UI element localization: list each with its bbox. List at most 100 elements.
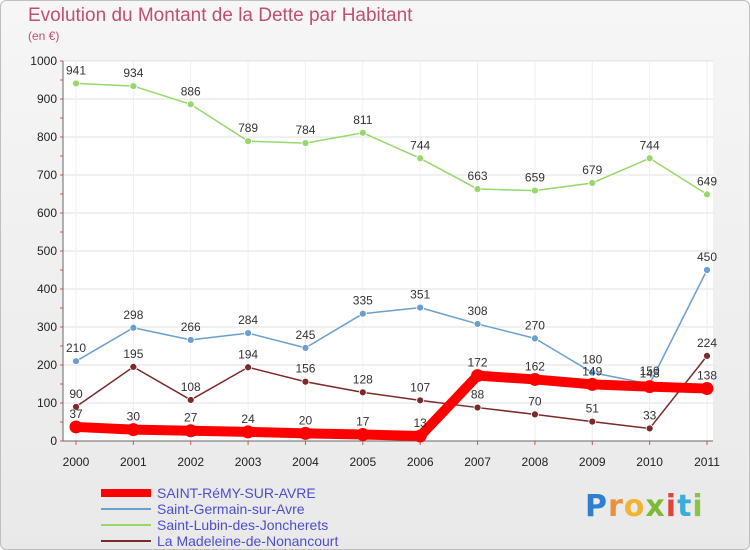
data-point bbox=[301, 343, 310, 352]
series-line-2 bbox=[75, 82, 708, 196]
data-point bbox=[126, 423, 140, 437]
data-label: 180 bbox=[582, 353, 602, 367]
data-point bbox=[643, 380, 657, 394]
y-tick-label: 500 bbox=[37, 244, 57, 258]
data-label: 150 bbox=[640, 364, 660, 378]
data-point bbox=[356, 428, 370, 442]
data-point bbox=[298, 426, 312, 440]
data-label: 663 bbox=[468, 169, 488, 183]
y-tick-label: 600 bbox=[37, 206, 57, 220]
x-tick-label: 2009 bbox=[579, 455, 606, 469]
data-label: 30 bbox=[127, 410, 141, 424]
data-point bbox=[186, 396, 195, 404]
data-point bbox=[531, 334, 539, 343]
data-point bbox=[531, 410, 539, 419]
data-label: 811 bbox=[353, 113, 372, 127]
data-label: 351 bbox=[410, 288, 430, 302]
legend-item: Saint-Germain-sur-Avre bbox=[101, 501, 338, 517]
legend-swatch bbox=[101, 489, 151, 497]
y-tick-label: 100 bbox=[37, 396, 57, 410]
x-tick-label: 2005 bbox=[349, 455, 376, 469]
data-point bbox=[703, 266, 711, 274]
data-label: 298 bbox=[123, 308, 143, 322]
y-tick-label: 0 bbox=[50, 434, 57, 448]
data-label: 284 bbox=[238, 313, 258, 327]
y-tick-label: 900 bbox=[37, 92, 57, 106]
data-point bbox=[645, 424, 654, 433]
legend-item: SAINT-RéMY-SUR-AVRE bbox=[101, 485, 338, 501]
data-label: 649 bbox=[697, 174, 717, 188]
data-label: 108 bbox=[181, 380, 201, 394]
legend-swatch bbox=[101, 524, 151, 526]
series-line-3 bbox=[75, 355, 708, 430]
data-label: 934 bbox=[123, 66, 143, 80]
series-line-0 bbox=[71, 370, 712, 442]
data-point bbox=[473, 403, 482, 412]
data-point bbox=[645, 154, 654, 163]
legend-label: Saint-Lubin-des-Joncherets bbox=[157, 517, 329, 533]
data-label: 24 bbox=[241, 412, 255, 426]
y-tick-label: 800 bbox=[37, 130, 57, 144]
data-point bbox=[244, 137, 252, 146]
data-label: 308 bbox=[468, 304, 488, 318]
x-tick-label: 2004 bbox=[292, 455, 319, 469]
legend-label: La Madeleine-de-Nonancourt bbox=[157, 533, 339, 549]
y-tick-label: 300 bbox=[37, 320, 57, 334]
data-label: 224 bbox=[697, 336, 717, 350]
data-point bbox=[72, 402, 80, 411]
data-label: 17 bbox=[356, 415, 370, 429]
data-point bbox=[358, 388, 367, 397]
x-tick-label: 2008 bbox=[522, 455, 549, 469]
data-point bbox=[473, 320, 482, 328]
x-tick-label: 2011 bbox=[694, 455, 720, 469]
data-point bbox=[358, 309, 367, 318]
legend-swatch bbox=[101, 540, 151, 542]
data-point bbox=[244, 329, 252, 337]
data-label: 784 bbox=[295, 123, 315, 137]
chart-subtitle: (en €) bbox=[28, 29, 60, 43]
data-point bbox=[471, 369, 485, 383]
data-label: 143 bbox=[640, 367, 660, 381]
data-point bbox=[588, 417, 597, 426]
proxiti-logo: Proxiti bbox=[585, 489, 704, 524]
x-tick-label: 2007 bbox=[464, 455, 491, 469]
y-tick-label: 200 bbox=[37, 358, 57, 372]
logo-letter: r bbox=[608, 489, 624, 524]
logo-letter: x bbox=[645, 489, 666, 524]
data-point bbox=[186, 336, 195, 344]
data-label: 107 bbox=[410, 380, 430, 394]
data-point bbox=[588, 179, 597, 187]
data-point bbox=[301, 377, 310, 386]
y-tick-label: 400 bbox=[37, 282, 57, 296]
data-label: 195 bbox=[123, 347, 143, 361]
data-point bbox=[184, 424, 198, 438]
data-point bbox=[700, 382, 714, 396]
data-label: 70 bbox=[528, 394, 542, 408]
data-label: 20 bbox=[299, 413, 313, 427]
data-point bbox=[416, 303, 425, 312]
data-point bbox=[416, 154, 425, 163]
data-point bbox=[72, 357, 80, 366]
data-label: 90 bbox=[69, 387, 83, 401]
data-label: 266 bbox=[181, 320, 201, 334]
data-point bbox=[72, 79, 80, 88]
logo-letter: o bbox=[623, 489, 646, 524]
data-label: 679 bbox=[582, 163, 602, 177]
logo-letter: P bbox=[585, 489, 608, 524]
y-tick-label: 1000 bbox=[30, 54, 57, 68]
legend-label: Saint-Germain-sur-Avre bbox=[157, 501, 305, 517]
data-point bbox=[703, 351, 711, 360]
data-point bbox=[416, 396, 425, 405]
data-point bbox=[129, 82, 138, 90]
legend-item: Saint-Lubin-des-Joncherets bbox=[101, 517, 338, 533]
data-point bbox=[588, 368, 597, 377]
data-point bbox=[358, 128, 367, 137]
logo-letter: t bbox=[677, 489, 693, 524]
x-tick-label: 2001 bbox=[120, 455, 147, 469]
data-label: 744 bbox=[410, 138, 430, 152]
data-point bbox=[473, 185, 482, 193]
x-tick-label: 2010 bbox=[636, 455, 663, 469]
legend-item: La Madeleine-de-Nonancourt bbox=[101, 533, 338, 549]
data-point bbox=[585, 377, 599, 391]
